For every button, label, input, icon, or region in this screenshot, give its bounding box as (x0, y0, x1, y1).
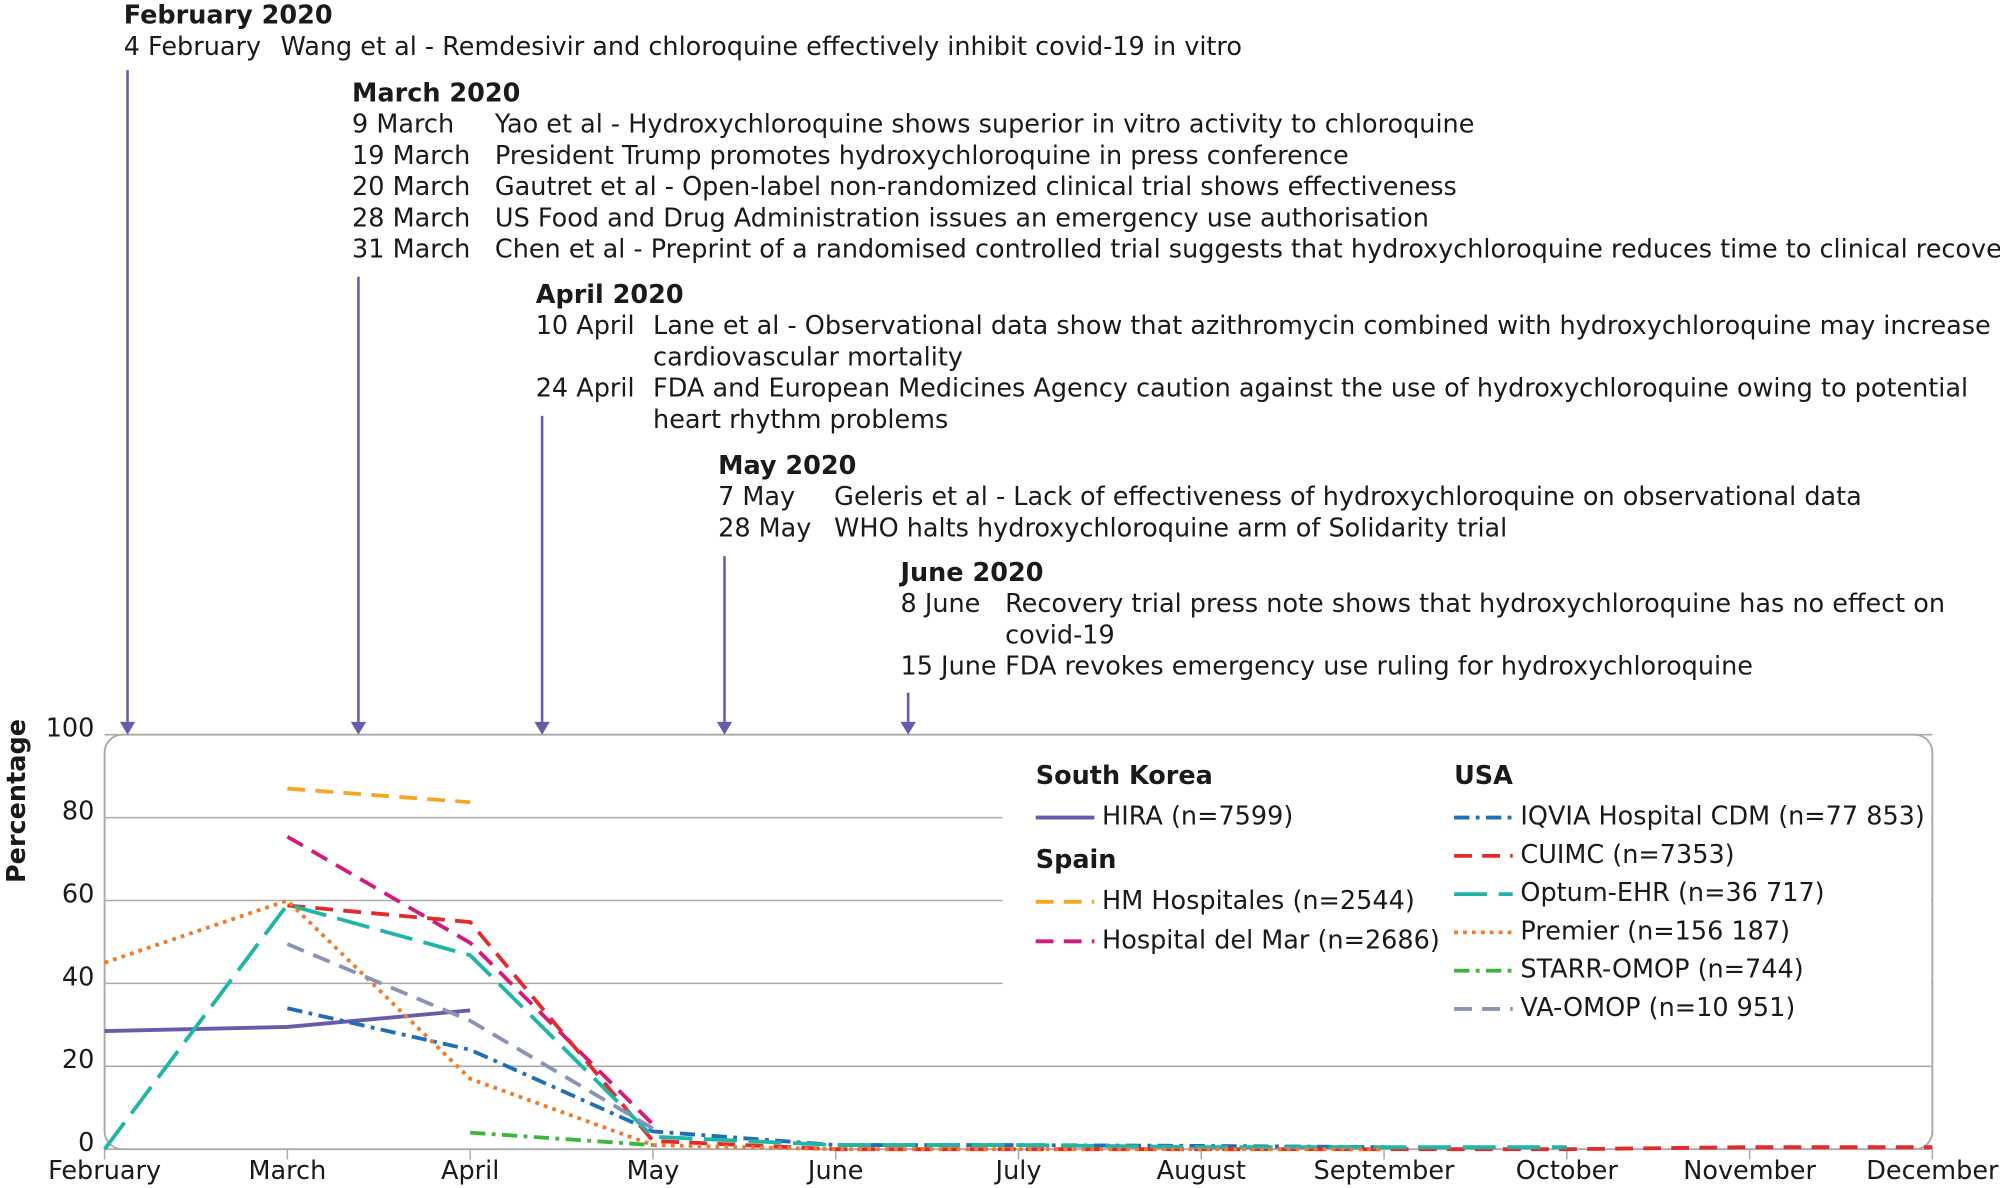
data-line (287, 786, 471, 805)
data-line (104, 1008, 471, 1033)
annotation-text: Recovery trial press note shows that hyd… (1005, 589, 1945, 619)
annotation-heading: May 2020 (718, 451, 856, 481)
annotation-date: 28 May (718, 513, 811, 543)
arrow-head (534, 721, 550, 735)
legend-label: Premier (n=156 187) (1520, 916, 1790, 946)
arrow-head (900, 721, 916, 735)
annotation-text: FDA revokes emergency use ruling for hyd… (1005, 652, 1753, 682)
y-tick-label: 20 (62, 1045, 94, 1075)
annotation-date: 31 March (352, 235, 470, 265)
data-line (287, 903, 1933, 1152)
x-tick-label: March (249, 1156, 327, 1186)
annotation-date: 28 March (352, 203, 470, 233)
data-line (470, 1130, 654, 1147)
arrow-head (350, 721, 367, 735)
x-tick-label: November (1683, 1156, 1816, 1186)
x-tick-label: June (806, 1156, 864, 1186)
y-tick-label: 80 (62, 796, 94, 826)
legend-label: Optum-EHR (n=36 717) (1520, 878, 1824, 908)
x-tick-label: October (1516, 1156, 1619, 1186)
annotation-date: 10 April (536, 311, 635, 341)
legend-label: VA-OMOP (n=10 951) (1520, 993, 1795, 1023)
legend-label: IQVIA Hospital CDM (n=77 853) (1520, 802, 1924, 832)
annotation-date: 15 June (901, 652, 997, 682)
data-line (103, 902, 1567, 1151)
annotation-text: FDA and European Medicines Agency cautio… (653, 374, 1968, 404)
annotation-date: 7 May (718, 482, 795, 512)
legend-label: CUIMC (n=7353) (1520, 840, 1734, 870)
legend-heading: USA (1454, 761, 1513, 791)
y-tick-label: 100 (46, 714, 95, 744)
annotation-date: 19 March (352, 141, 470, 171)
x-tick-label: December (1866, 1156, 1999, 1186)
annotation-date: 20 March (352, 172, 470, 202)
annotation-text: President Trump promotes hydroxychloroqu… (495, 141, 1349, 171)
legend-heading: South Korea (1036, 761, 1213, 791)
y-tick-label: 0 (78, 1128, 94, 1158)
annotation-text: Geleris et al - Lack of effectiveness of… (834, 482, 1862, 512)
legend-label: HM Hospitales (n=2544) (1102, 886, 1415, 916)
annotation-date: 4 February (124, 32, 261, 62)
legend-label: Hospital del Mar (n=2686) (1102, 925, 1440, 955)
annotation-heading: June 2020 (899, 558, 1044, 588)
annotation-text: cardiovascular mortality (653, 342, 963, 372)
annotation-date: 9 March (352, 110, 454, 140)
y-tick-label: 40 (62, 962, 94, 992)
data-line (103, 898, 1385, 1152)
annotation-heading: February 2020 (124, 1, 333, 31)
annotation-text: covid-19 (1005, 620, 1115, 650)
x-tick-label: February (48, 1156, 161, 1186)
annotation-text: Wang et al - Remdesivir and chloroquine … (281, 32, 1242, 62)
annotation-text: Yao et al - Hydroxychloroquine shows sup… (494, 110, 1474, 140)
annotation-date: 8 June (901, 589, 981, 619)
y-axis-title: Percentage (2, 719, 32, 883)
x-tick-label: August (1157, 1156, 1246, 1186)
y-tick-label: 60 (62, 879, 94, 909)
annotation-heading: April 2020 (536, 280, 684, 310)
x-tick-label: April (441, 1156, 499, 1186)
annotation-text: WHO halts hydroxychloroquine arm of Soli… (834, 513, 1507, 543)
annotation-text: heart rhythm problems (653, 405, 948, 435)
annotation-text: Lane et al - Observational data show tha… (653, 311, 1991, 341)
arrow-head (716, 721, 733, 735)
annotation-text: US Food and Drug Administration issues a… (495, 203, 1429, 233)
arrow-head (119, 721, 136, 735)
annotation-text: Chen et al - Preprint of a randomised co… (495, 235, 2000, 265)
x-tick-label: September (1314, 1156, 1455, 1186)
x-tick-label: July (994, 1156, 1042, 1186)
legend-heading: Spain (1036, 845, 1117, 875)
annotation-date: 24 April (536, 374, 635, 404)
annotation-heading: March 2020 (352, 78, 520, 108)
data-line (286, 835, 655, 1126)
legend-label: STARR-OMOP (n=744) (1520, 955, 1803, 985)
legend-label: HIRA (n=7599) (1102, 802, 1293, 832)
annotation-text: Gautret et al - Open-label non-randomize… (495, 172, 1457, 202)
data-line (286, 942, 654, 1131)
x-tick-label: May (627, 1156, 680, 1186)
